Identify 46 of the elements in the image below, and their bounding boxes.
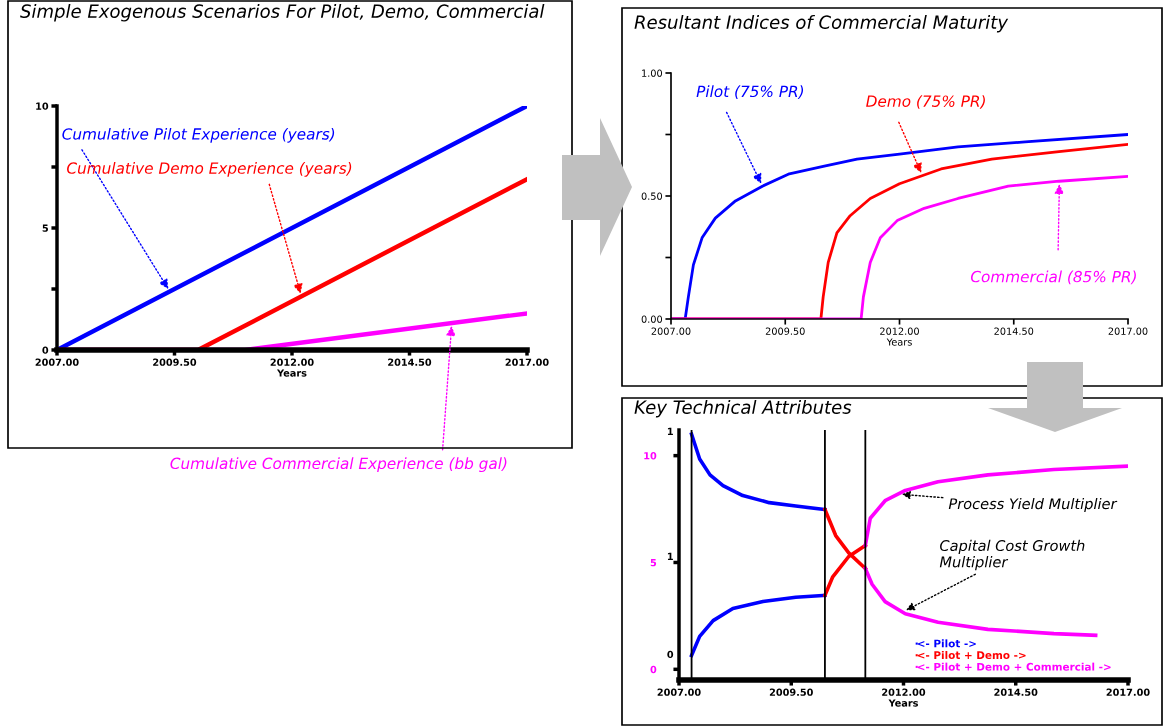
x-tick-label: 2007.00 bbox=[651, 327, 691, 335]
x-tick-label: 2007.00 bbox=[657, 688, 701, 696]
chart-title: Key Technical Attributes bbox=[634, 400, 852, 418]
y-tick-label: 1.00 bbox=[642, 69, 663, 77]
y-tick-label: 10 bbox=[644, 452, 657, 460]
legend-label: <- Pilot -> bbox=[917, 639, 976, 648]
x-tick-label: 2007.00 bbox=[35, 358, 79, 366]
text: Pilot (75% PR) bbox=[696, 85, 804, 99]
text: Commercial (85% PR) bbox=[970, 270, 1136, 285]
x-tick-label: 2017.00 bbox=[1108, 327, 1148, 335]
y-tick-label: 0.00 bbox=[641, 315, 663, 323]
x-axis-title: Years bbox=[276, 369, 307, 377]
text: Cumulative Pilot Experience (years) bbox=[62, 127, 335, 143]
x-tick-label: 2014.50 bbox=[388, 358, 432, 366]
x-axis-title: Years bbox=[886, 338, 912, 346]
chart-title: Resultant Indices of Commercial Maturity bbox=[634, 15, 1009, 33]
x-axis-title: Years bbox=[888, 699, 918, 707]
x-tick-label: 2014.50 bbox=[994, 688, 1038, 696]
legend-label: <- Pilot + Demo + Commercial -> bbox=[917, 662, 1111, 671]
x-tick-label: 2009.50 bbox=[769, 688, 813, 696]
legend-label: <- Pilot + Demo -> bbox=[917, 650, 1026, 660]
x-tick-label: 2014.50 bbox=[994, 327, 1034, 335]
y-tick-label: 10 bbox=[36, 102, 49, 110]
x-tick-label: 2012.00 bbox=[882, 688, 926, 696]
text: 0 bbox=[667, 650, 674, 659]
x-tick-label: 2017.00 bbox=[1106, 688, 1150, 696]
text: Cumulative Demo Experience (years) bbox=[67, 162, 352, 177]
x-tick-label: 2009.50 bbox=[153, 358, 197, 366]
y-tick-label: 5 bbox=[650, 559, 657, 567]
chart-title: Simple Exogenous Scenarios For Pilot, Demo, Commercial bbox=[20, 4, 545, 22]
text: 1 bbox=[667, 427, 673, 435]
y-tick-label: 0.50 bbox=[641, 192, 663, 200]
text: Cumulative Commercial Experience (bb gal) bbox=[170, 457, 507, 473]
line-series bbox=[689, 432, 827, 512]
y-tick-label: 5 bbox=[42, 224, 48, 232]
annotation: Process Yield Multiplier bbox=[948, 497, 1118, 513]
x-tick-label: 2012.00 bbox=[880, 327, 919, 335]
y-tick-label: 0 bbox=[42, 346, 49, 354]
y-tick-label: 0 bbox=[650, 665, 657, 674]
text: 1 bbox=[667, 552, 673, 560]
text: Demo (75% PR) bbox=[866, 95, 985, 109]
annotation: Capital Cost Growth Multiplier bbox=[939, 539, 1085, 571]
line-series bbox=[689, 593, 827, 658]
x-tick-label: 2017.00 bbox=[505, 358, 549, 366]
x-tick-label: 2012.00 bbox=[270, 358, 314, 366]
x-tick-label: 2009.50 bbox=[765, 327, 805, 335]
